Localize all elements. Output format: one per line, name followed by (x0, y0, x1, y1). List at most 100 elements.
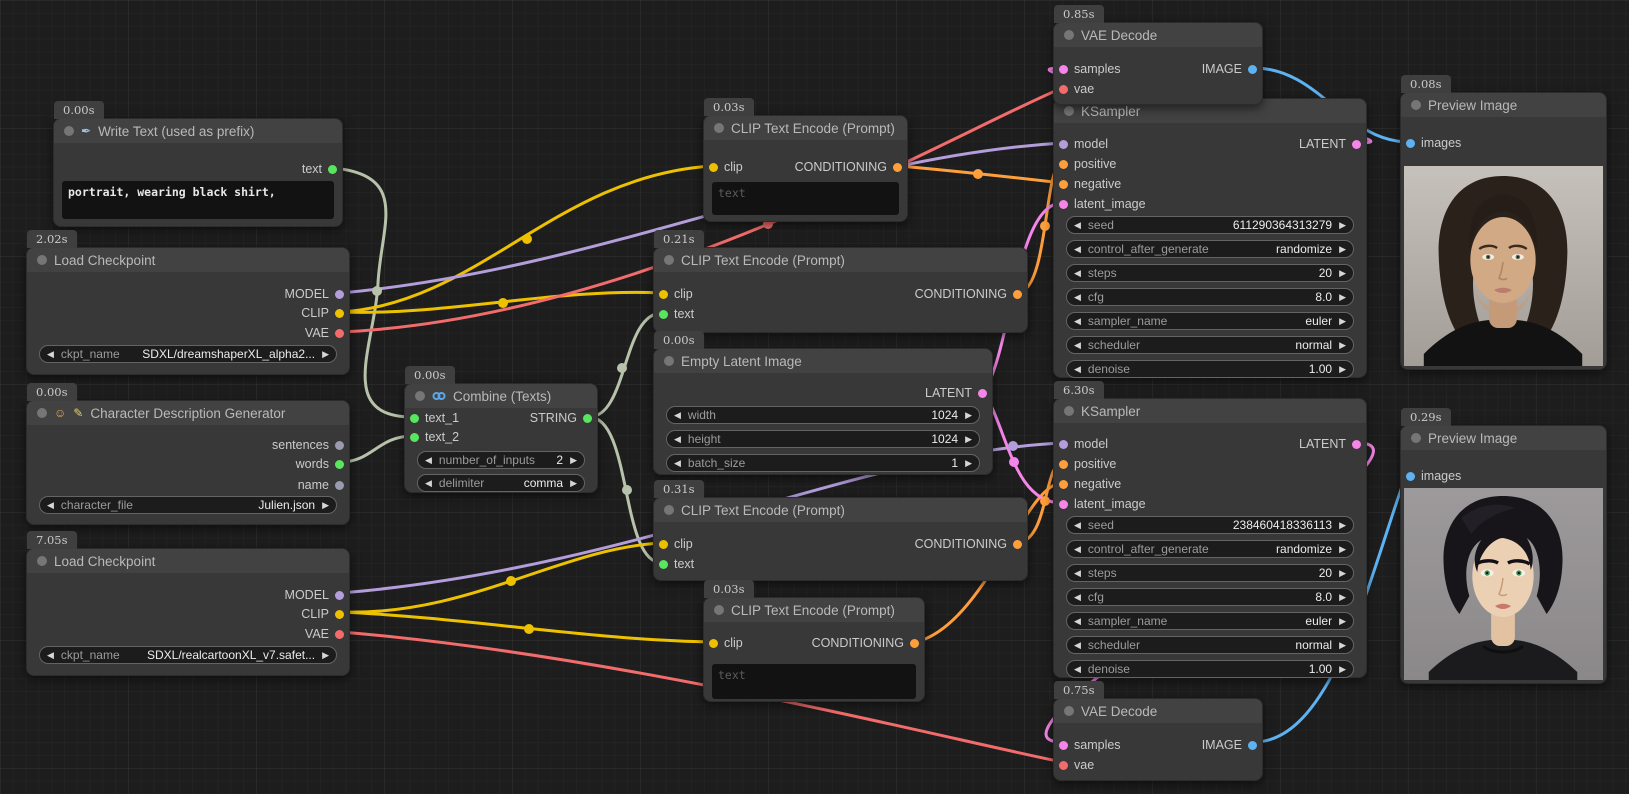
output-port-vae[interactable] (335, 328, 344, 338)
input-port-clip[interactable] (709, 162, 718, 172)
output-port-conditioning[interactable] (1013, 539, 1022, 549)
widget-left-arrow[interactable]: ◀ (1074, 544, 1081, 554)
node-titlebar[interactable]: Load Checkpoint (27, 549, 349, 573)
widget-left-arrow[interactable]: ◀ (1074, 292, 1081, 302)
widget-right-arrow[interactable]: ▶ (1339, 364, 1346, 374)
input-port-vae[interactable] (1059, 84, 1068, 94)
widget-left-arrow[interactable]: ◀ (425, 455, 432, 465)
input-port-samples[interactable] (1059, 64, 1068, 74)
widget-left-arrow[interactable]: ◀ (1074, 340, 1081, 350)
node-preview-image-2[interactable]: 0.29s Preview Image images (1400, 408, 1607, 684)
input-port-samples[interactable] (1059, 740, 1068, 750)
widget-right-arrow[interactable]: ▶ (1339, 640, 1346, 650)
node-clip-text-encode-2[interactable]: 0.21s CLIP Text Encode (Prompt) clip COND… (653, 230, 1028, 333)
text-input[interactable]: portrait, wearing black shirt, (62, 181, 334, 219)
node-clip-text-encode-1[interactable]: 0.03s CLIP Text Encode (Prompt) clip COND… (703, 98, 908, 222)
character-file-widget[interactable]: ◀ character_file Julien.json ▶ (39, 496, 337, 514)
node-load-checkpoint-2[interactable]: 7.05s Load Checkpoint MODEL CLIP VAE ◀ ck… (26, 531, 350, 676)
widget-right-arrow[interactable]: ▶ (570, 455, 577, 465)
batch-size-widget[interactable]: ◀ batch_size 1 ▶ (666, 454, 980, 472)
widget-left-arrow[interactable]: ◀ (1074, 268, 1081, 278)
node-titlebar[interactable]: VAE Decode (1054, 699, 1262, 723)
input-port-positive[interactable] (1059, 159, 1068, 169)
widget-left-arrow[interactable]: ◀ (1074, 568, 1081, 578)
node-load-checkpoint-1[interactable]: 2.02s Load Checkpoint MODEL CLIP VAE ◀ ck… (26, 230, 350, 375)
widget-right-arrow[interactable]: ▶ (1339, 316, 1346, 326)
widget-right-arrow[interactable]: ▶ (1339, 268, 1346, 278)
node-ksampler-2[interactable]: 6.30s KSampler model LATENT positive nega… (1053, 381, 1367, 678)
ckpt-name-widget[interactable]: ◀ ckpt_name SDXL/realcartoonXL_v7.safet...… (39, 646, 337, 664)
input-port-vae[interactable] (1059, 760, 1068, 770)
output-port-latent[interactable] (978, 388, 987, 398)
node-titlebar[interactable]: Preview Image (1401, 93, 1606, 117)
node-titlebar[interactable]: Combine (Texts) (405, 384, 597, 408)
node-titlebar[interactable]: Load Checkpoint (27, 248, 349, 272)
control-after-generate-widget[interactable]: ◀ control_after_generate randomize ▶ (1066, 240, 1354, 258)
node-write-text[interactable]: 0.00s ✒ Write Text (used as prefix) text … (53, 101, 343, 227)
widget-right-arrow[interactable]: ▶ (1339, 568, 1346, 578)
steps-widget[interactable]: ◀ steps 20 ▶ (1066, 564, 1354, 582)
node-titlebar[interactable]: ☺ ✎ Character Description Generator (27, 401, 349, 425)
widget-left-arrow[interactable]: ◀ (1074, 616, 1081, 626)
widget-left-arrow[interactable]: ◀ (1074, 640, 1081, 650)
control-after-generate-widget[interactable]: ◀ control_after_generate randomize ▶ (1066, 540, 1354, 558)
output-port-words[interactable] (335, 459, 344, 469)
widget-left-arrow[interactable]: ◀ (47, 349, 54, 359)
node-titlebar[interactable]: ✒ Write Text (used as prefix) (54, 119, 342, 143)
input-port-images[interactable] (1406, 138, 1415, 148)
seed-widget[interactable]: ◀ seed 611290364313279 ▶ (1066, 216, 1354, 234)
widget-left-arrow[interactable]: ◀ (47, 500, 54, 510)
node-titlebar[interactable]: CLIP Text Encode (Prompt) (704, 116, 907, 140)
output-port-vae[interactable] (335, 629, 344, 639)
widget-right-arrow[interactable]: ▶ (1339, 664, 1346, 674)
node-empty-latent-image[interactable]: 0.00s Empty Latent Image LATENT ◀ width 10… (653, 331, 993, 475)
number-of-inputs-widget[interactable]: ◀ number_of_inputs 2 ▶ (417, 451, 585, 469)
widget-left-arrow[interactable]: ◀ (1074, 364, 1081, 374)
node-titlebar[interactable]: Preview Image (1401, 426, 1606, 450)
steps-widget[interactable]: ◀ steps 20 ▶ (1066, 264, 1354, 282)
delimiter-widget[interactable]: ◀ delimiter comma ▶ (417, 474, 585, 492)
widget-left-arrow[interactable]: ◀ (674, 410, 681, 420)
widget-left-arrow[interactable]: ◀ (674, 434, 681, 444)
input-port-clip[interactable] (659, 539, 668, 549)
output-port-text[interactable] (328, 164, 337, 174)
cfg-widget[interactable]: ◀ cfg 8.0 ▶ (1066, 588, 1354, 606)
output-port-string[interactable] (583, 413, 592, 423)
ckpt-name-widget[interactable]: ◀ ckpt_name SDXL/dreamshaperXL_alpha2... ▶ (39, 345, 337, 363)
output-port-model[interactable] (335, 590, 344, 600)
input-port-images[interactable] (1406, 471, 1415, 481)
output-port-conditioning[interactable] (893, 162, 902, 172)
input-port-text[interactable] (659, 559, 668, 569)
input-port-positive[interactable] (1059, 459, 1068, 469)
output-port-sentences[interactable] (335, 440, 344, 450)
node-character-description-generator[interactable]: 0.00s ☺ ✎ Character Description Generator … (26, 383, 350, 525)
node-titlebar[interactable]: KSampler (1054, 399, 1366, 423)
widget-left-arrow[interactable]: ◀ (674, 458, 681, 468)
widget-right-arrow[interactable]: ▶ (322, 349, 329, 359)
text-input[interactable]: text (712, 182, 899, 215)
node-titlebar[interactable]: CLIP Text Encode (Prompt) (654, 248, 1027, 272)
widget-right-arrow[interactable]: ▶ (1339, 592, 1346, 602)
node-titlebar[interactable]: CLIP Text Encode (Prompt) (704, 598, 924, 622)
denoise-widget[interactable]: ◀ denoise 1.00 ▶ (1066, 360, 1354, 378)
node-combine-texts[interactable]: 0.00s Combine (Texts) text_1 STRING text_… (404, 366, 598, 493)
cfg-widget[interactable]: ◀ cfg 8.0 ▶ (1066, 288, 1354, 306)
output-port-model[interactable] (335, 289, 344, 299)
input-port-text[interactable] (659, 309, 668, 319)
widget-right-arrow[interactable]: ▶ (1339, 244, 1346, 254)
widget-right-arrow[interactable]: ▶ (1339, 292, 1346, 302)
node-titlebar[interactable]: VAE Decode (1054, 23, 1262, 47)
widget-left-arrow[interactable]: ◀ (1074, 316, 1081, 326)
widget-right-arrow[interactable]: ▶ (1339, 220, 1346, 230)
input-port-negative[interactable] (1059, 179, 1068, 189)
sampler-name-widget[interactable]: ◀ sampler_name euler ▶ (1066, 612, 1354, 630)
height-widget[interactable]: ◀ height 1024 ▶ (666, 430, 980, 448)
node-ksampler-1[interactable]: KSampler model LATENT positive negative l… (1053, 98, 1367, 378)
input-port-latent-image[interactable] (1059, 499, 1068, 509)
denoise-widget[interactable]: ◀ denoise 1.00 ▶ (1066, 660, 1354, 678)
widget-right-arrow[interactable]: ▶ (965, 458, 972, 468)
input-port-clip[interactable] (659, 289, 668, 299)
input-port-clip[interactable] (709, 638, 718, 648)
output-port-image[interactable] (1248, 740, 1257, 750)
widget-right-arrow[interactable]: ▶ (965, 434, 972, 444)
